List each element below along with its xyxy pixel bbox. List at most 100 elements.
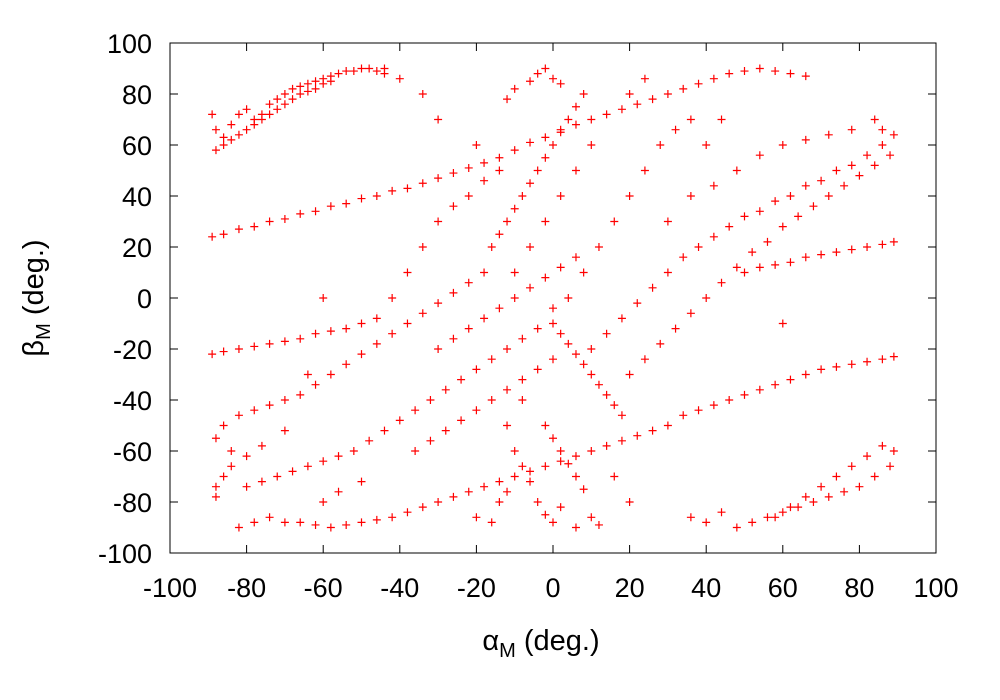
data-point — [303, 370, 312, 379]
data-point — [725, 396, 734, 404]
data-point — [495, 304, 504, 313]
data-point — [748, 248, 757, 257]
data-point — [434, 299, 443, 308]
x-tick-label: 100 — [913, 573, 958, 603]
data-point — [610, 401, 619, 410]
data-point — [564, 339, 573, 348]
data-point — [403, 508, 412, 517]
data-point — [449, 202, 458, 211]
data-point — [541, 421, 550, 430]
data-point — [556, 192, 565, 200]
data-point — [434, 174, 443, 183]
data-point — [357, 477, 366, 486]
data-point — [633, 299, 642, 308]
data-point — [717, 278, 726, 287]
y-axis-symbol: β — [18, 340, 50, 357]
data-point — [526, 283, 535, 292]
data-point — [786, 258, 795, 267]
data-point — [372, 515, 381, 524]
data-point — [518, 462, 527, 471]
data-point — [786, 69, 795, 78]
y-tick-label: -80 — [113, 488, 152, 518]
data-point — [219, 421, 228, 430]
data-point — [227, 462, 236, 471]
data-point — [633, 100, 642, 109]
data-point — [288, 95, 297, 104]
data-point — [457, 416, 466, 425]
y-tick-label: 0 — [137, 284, 152, 314]
data-point — [587, 447, 596, 455]
data-point — [510, 84, 519, 93]
data-point — [786, 192, 795, 200]
data-point — [889, 130, 898, 139]
data-point — [832, 166, 841, 175]
data-point — [549, 319, 557, 328]
data-point — [755, 151, 764, 160]
data-point — [771, 197, 780, 206]
data-point — [326, 523, 335, 532]
data-point — [717, 115, 726, 124]
data-point — [311, 380, 320, 389]
data-point — [219, 133, 228, 142]
data-point — [280, 426, 289, 435]
data-point — [556, 128, 565, 137]
data-point — [388, 294, 397, 302]
data-point — [219, 230, 228, 239]
data-point — [817, 250, 826, 259]
data-point — [388, 513, 397, 522]
data-point — [656, 339, 665, 348]
data-point — [648, 95, 657, 104]
data-point — [411, 406, 420, 415]
data-point — [280, 518, 289, 527]
x-tick-label: -60 — [304, 573, 343, 603]
data-point — [832, 472, 841, 481]
data-point — [250, 342, 259, 351]
data-point — [472, 406, 481, 415]
data-point — [503, 95, 512, 104]
x-tick-label: 0 — [545, 573, 560, 603]
x-tick-label: 80 — [844, 573, 874, 603]
data-point — [556, 447, 565, 455]
x-tick-label: 20 — [615, 573, 645, 603]
data-point — [755, 207, 764, 216]
data-point — [480, 158, 489, 167]
data-point — [418, 243, 427, 251]
data-point — [549, 304, 557, 313]
data-point — [326, 370, 335, 379]
data-point — [319, 457, 328, 466]
y-axis-unit: (deg.) — [18, 239, 50, 323]
data-point — [296, 82, 305, 91]
data-point — [617, 411, 626, 420]
data-point — [518, 396, 527, 404]
data-point — [211, 125, 220, 134]
data-point — [663, 90, 672, 98]
data-point — [778, 222, 787, 231]
data-point — [740, 67, 749, 76]
data-point — [732, 263, 741, 272]
data-point — [372, 192, 381, 200]
data-point — [334, 452, 343, 461]
data-point — [571, 350, 580, 359]
data-point — [602, 441, 611, 450]
data-point — [541, 153, 550, 162]
data-point — [388, 329, 397, 338]
data-point — [518, 334, 527, 343]
data-point — [571, 452, 580, 461]
data-point — [702, 294, 711, 302]
data-point — [472, 513, 481, 522]
data-point — [855, 482, 864, 491]
data-point — [541, 217, 550, 226]
data-point — [311, 520, 320, 529]
data-point — [526, 77, 535, 86]
data-point — [748, 518, 757, 527]
data-point — [349, 447, 358, 455]
data-point — [434, 345, 443, 353]
data-point — [755, 263, 764, 272]
data-point — [242, 105, 251, 114]
data-point — [564, 459, 573, 468]
data-point — [208, 350, 217, 359]
data-point — [686, 309, 695, 318]
data-point — [847, 161, 856, 170]
data-point — [326, 77, 335, 86]
